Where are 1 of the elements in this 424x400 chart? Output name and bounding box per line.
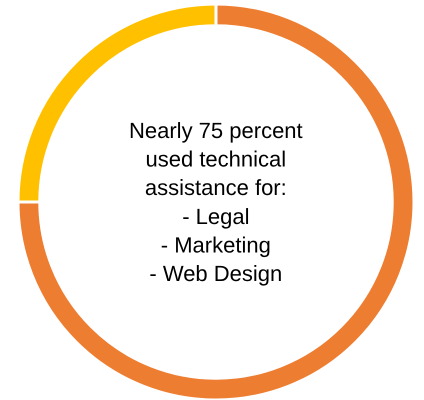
- text: Nearly 75 percent used technical assistance for: - Legal - Marketing - Web Design: [129, 118, 303, 286]
